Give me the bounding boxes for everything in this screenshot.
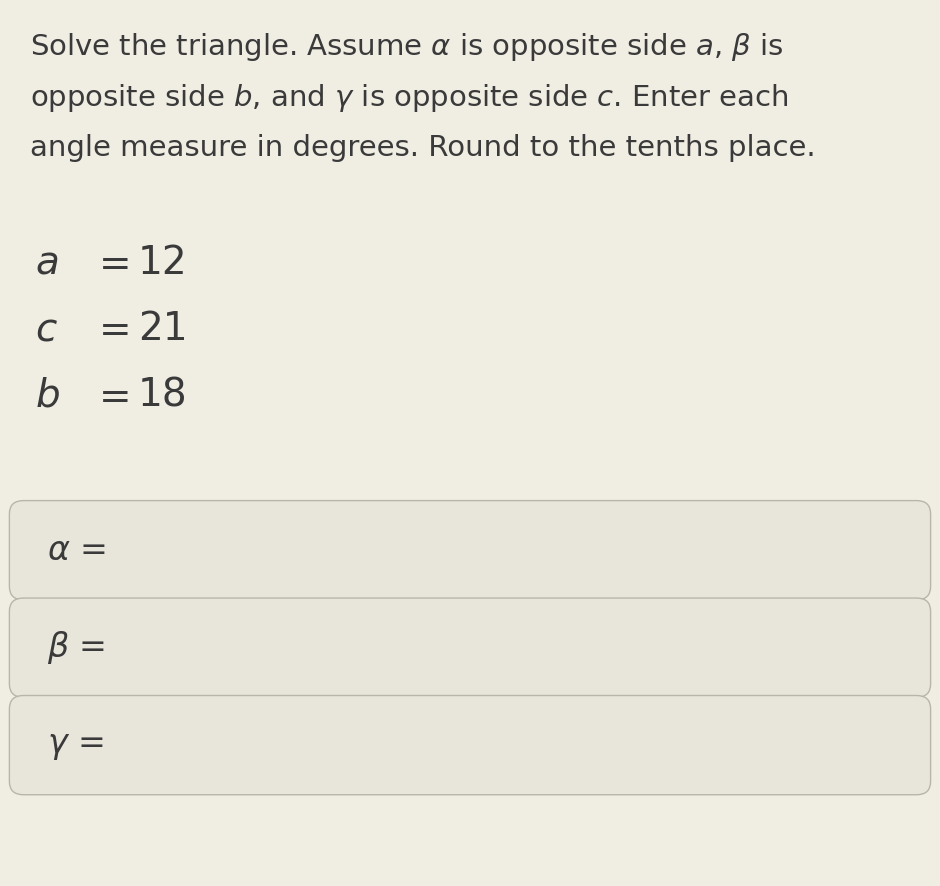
Text: opposite side $b$, and $\gamma$ is opposite side $c$. Enter each: opposite side $b$, and $\gamma$ is oppos… — [30, 82, 789, 114]
Text: $=$: $=$ — [91, 310, 130, 348]
Text: angle measure in degrees. Round to the tenths place.: angle measure in degrees. Round to the t… — [30, 134, 816, 162]
Text: $\gamma$ =: $\gamma$ = — [47, 728, 103, 762]
FancyBboxPatch shape — [9, 696, 931, 795]
FancyBboxPatch shape — [9, 598, 931, 697]
Text: $=$: $=$ — [91, 377, 130, 415]
Text: $\alpha$ =: $\alpha$ = — [47, 533, 106, 567]
Text: $=$: $=$ — [91, 244, 130, 282]
Text: 21: 21 — [138, 310, 188, 348]
Text: 12: 12 — [138, 244, 188, 282]
Text: Solve the triangle. Assume $\alpha$ is opposite side $a$, $\beta$ is: Solve the triangle. Assume $\alpha$ is o… — [30, 31, 784, 63]
Text: $\beta$ =: $\beta$ = — [47, 629, 105, 666]
Text: $a$: $a$ — [35, 244, 58, 282]
FancyBboxPatch shape — [9, 501, 931, 600]
Text: 18: 18 — [138, 377, 188, 415]
Text: $c$: $c$ — [35, 310, 57, 348]
Text: $b$: $b$ — [35, 377, 59, 415]
